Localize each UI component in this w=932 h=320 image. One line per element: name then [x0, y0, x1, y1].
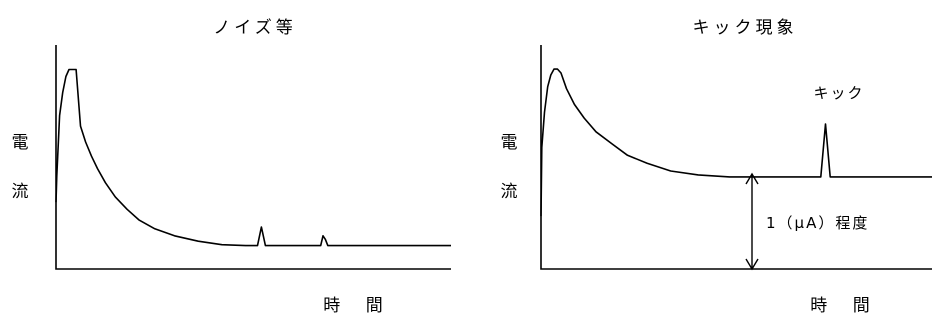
y-axis-label-2: 流: [501, 182, 518, 202]
series-line: [55, 68, 451, 247]
level-label: 1（μA）程度: [766, 214, 869, 232]
kick-label: キック: [813, 84, 864, 102]
level-dimension-arrow: [745, 172, 759, 271]
y-axis-label-2: 流: [12, 182, 29, 202]
chart-title: ノイズ等: [213, 18, 297, 38]
axes: [540, 45, 932, 270]
y-axis-label-1: 電: [501, 133, 518, 153]
chart-noise: ノイズ等 電 流 時 間: [12, 18, 451, 316]
x-axis-label: 時 間: [810, 296, 879, 316]
y-axis-label-1: 電: [12, 133, 29, 153]
axes: [55, 45, 451, 270]
chart-kick: キック現象 電 流 時 間 キック 1（μA）程度: [501, 18, 932, 316]
x-axis-label: 時 間: [323, 296, 392, 316]
series-line: [540, 68, 932, 217]
chart-title: キック現象: [693, 18, 798, 38]
